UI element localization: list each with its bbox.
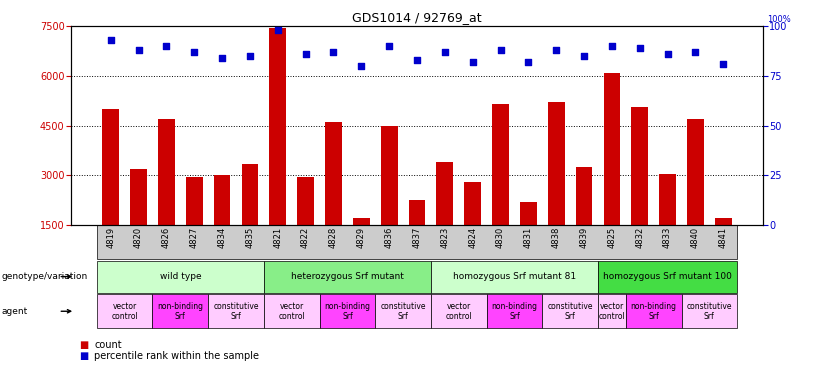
Text: non-binding
Srf: non-binding Srf (158, 302, 203, 321)
Bar (158, 119, 175, 274)
Point (299, 51, 312, 57)
Point (577, 53, 590, 59)
Point (522, 59, 535, 65)
Bar (659, 174, 676, 274)
Bar (186, 177, 203, 274)
Point (188, 49, 201, 55)
Bar (269, 28, 286, 274)
Text: wild type: wild type (159, 272, 201, 281)
Text: GDS1014 / 92769_at: GDS1014 / 92769_at (352, 11, 482, 24)
Bar (492, 104, 509, 274)
Point (383, 43, 396, 49)
Bar (214, 176, 230, 274)
Bar (353, 218, 369, 274)
Text: 100%: 100% (767, 15, 791, 24)
Text: constitutive
Srf: constitutive Srf (547, 302, 593, 321)
Bar (715, 218, 731, 274)
Bar (325, 122, 342, 274)
Point (410, 57, 424, 63)
Bar (548, 102, 565, 274)
Text: constitutive
Srf: constitutive Srf (380, 302, 426, 321)
Point (633, 45, 646, 51)
Text: vector
control: vector control (111, 302, 138, 321)
Text: non-binding
Srf: non-binding Srf (324, 302, 370, 321)
Point (661, 51, 674, 57)
Point (215, 55, 229, 61)
Bar (687, 119, 704, 274)
Point (716, 61, 730, 67)
Text: constitutive
Srf: constitutive Srf (686, 302, 732, 321)
Point (271, 27, 284, 33)
Point (605, 43, 619, 49)
Point (327, 49, 340, 55)
Bar (631, 107, 648, 274)
Text: agent: agent (2, 307, 28, 316)
Point (494, 47, 507, 53)
Bar (381, 126, 398, 274)
Text: count: count (94, 340, 122, 350)
Bar (103, 109, 119, 274)
Point (132, 47, 145, 53)
Text: non-binding
Srf: non-binding Srf (631, 302, 676, 321)
Point (689, 49, 702, 55)
Bar (604, 73, 620, 274)
Point (104, 37, 118, 43)
Point (160, 43, 173, 49)
Text: constitutive
Srf: constitutive Srf (214, 302, 259, 321)
Text: vector
control: vector control (445, 302, 472, 321)
Text: ■: ■ (79, 340, 88, 350)
Text: percentile rank within the sample: percentile rank within the sample (94, 351, 259, 361)
Bar (130, 169, 147, 274)
Text: ■: ■ (79, 351, 88, 361)
Point (466, 59, 480, 65)
Point (438, 49, 451, 55)
Bar (436, 162, 453, 274)
Bar (409, 200, 425, 274)
Text: homozygous Srf mutant 100: homozygous Srf mutant 100 (603, 272, 732, 281)
Text: vector
control: vector control (279, 302, 305, 321)
Text: heterozygous Srf mutant: heterozygous Srf mutant (291, 272, 404, 281)
Point (550, 47, 563, 53)
Bar (575, 167, 592, 274)
Text: vector
control: vector control (599, 302, 626, 321)
Bar (465, 182, 481, 274)
Text: genotype/variation: genotype/variation (2, 272, 88, 281)
Text: non-binding
Srf: non-binding Srf (491, 302, 537, 321)
Bar (242, 164, 259, 274)
Bar (297, 177, 314, 274)
Bar (520, 202, 537, 274)
Point (354, 63, 368, 69)
Text: homozygous Srf mutant 81: homozygous Srf mutant 81 (453, 272, 576, 281)
Point (244, 53, 257, 59)
